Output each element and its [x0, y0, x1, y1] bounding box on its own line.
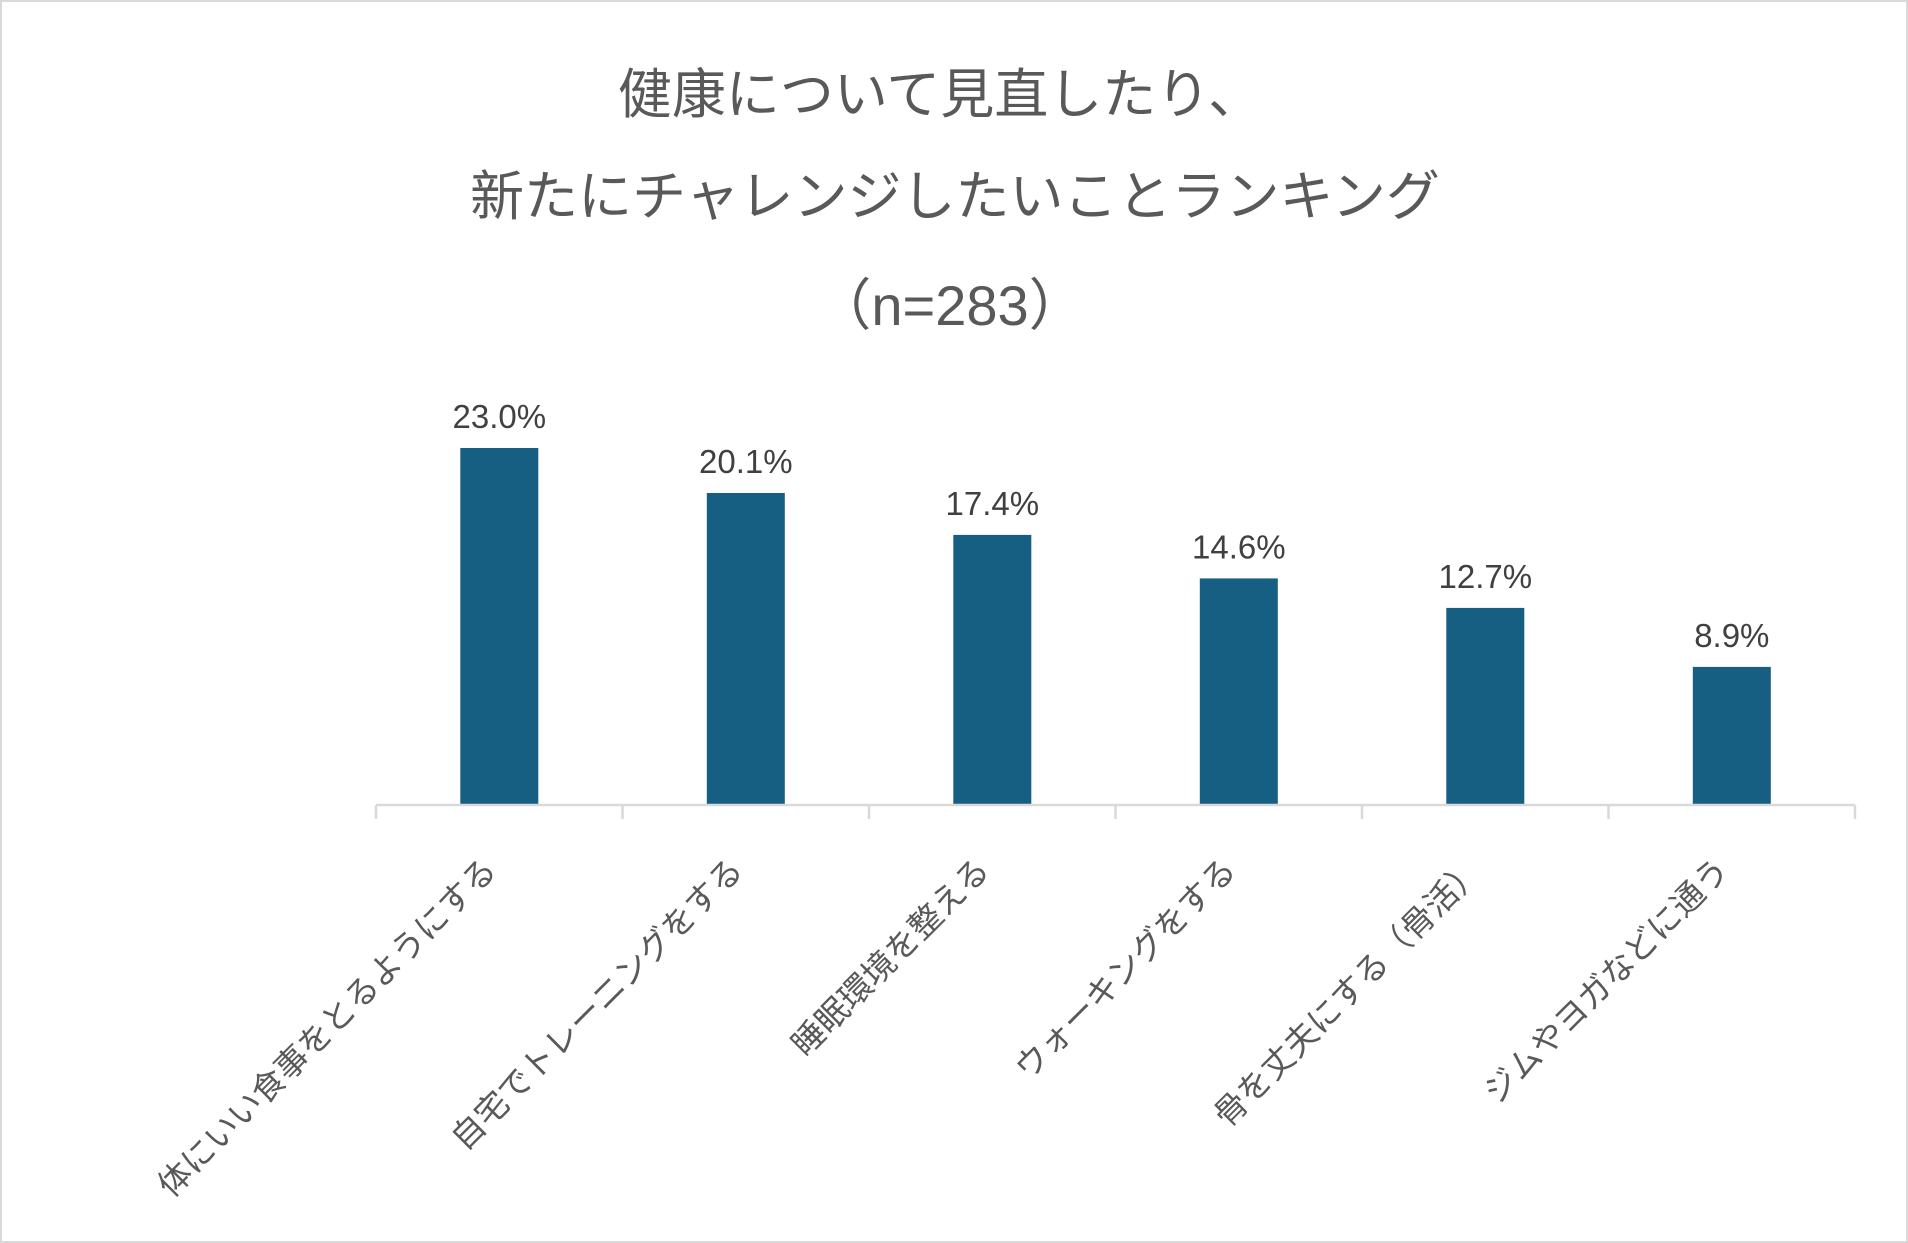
bar-4 — [1199, 578, 1278, 805]
data-label-2: 20.1% — [699, 443, 793, 480]
chart-title-line-2: 新たにチャレンジしたいことランキング — [470, 165, 1440, 228]
plot-area: 23.0% 体にいい食事をとるようにする 20.1% 自宅でトレーニングをする 17.4… — [150, 398, 1857, 1205]
bar-3 — [953, 534, 1032, 805]
bar-5 — [1446, 607, 1525, 805]
data-label-5: 12.7% — [1439, 558, 1533, 595]
data-label-6: 8.9% — [1694, 617, 1769, 654]
category-label-2: 自宅でトレーニングをする — [443, 850, 751, 1158]
bar-2 — [706, 493, 785, 805]
data-label-4: 14.6% — [1192, 528, 1286, 565]
category-label-5: 骨を丈夫にする（骨活） — [1206, 850, 1491, 1135]
chart-title-line-1: 健康について見直したり、 — [618, 63, 1262, 126]
chart-title-line-3: （n=283） — [815, 274, 1084, 337]
data-label-1: 23.0% — [453, 398, 547, 435]
category-label-6: ジムやヨガなどに通う — [1476, 850, 1737, 1111]
bar-1 — [460, 448, 539, 805]
chart-title: 健康について見直したり、 新たにチャレンジしたいことランキング （n=283） — [470, 63, 1440, 337]
data-label-3: 17.4% — [946, 485, 1040, 522]
category-label-1: 体にいい食事をとるようにする — [150, 850, 505, 1205]
category-label-4: ウォーキングをする — [1007, 850, 1244, 1087]
bar-6 — [1692, 666, 1771, 805]
category-label-3: 睡眠環境を整える — [784, 850, 998, 1064]
